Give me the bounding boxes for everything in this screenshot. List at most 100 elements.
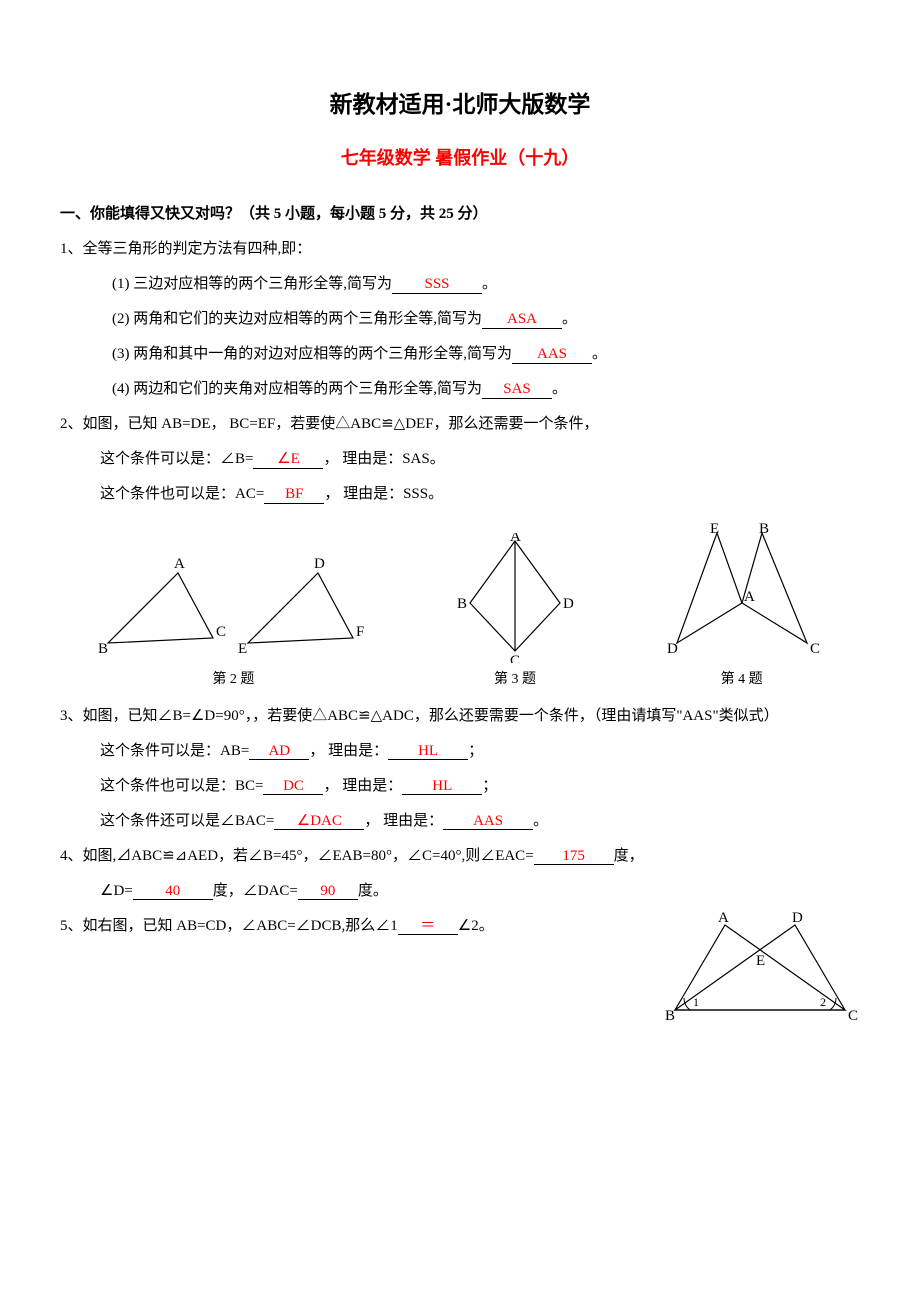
- q1-d-pre: (4) 两边和它们的夹角对应相等的两个三角形全等,简写为: [112, 381, 482, 397]
- kite-q3-icon: A B C D: [445, 533, 585, 663]
- q1-c-ans: AAS: [537, 346, 567, 362]
- q2-l2-pre: 这个条件也可以是：AC=: [100, 486, 264, 502]
- q3-l2-blank2: HL: [402, 778, 482, 796]
- q5-stem-pre: 5、如右图，已知 AB=CD，∠ABC=∠DCB,那么∠1: [60, 918, 398, 934]
- q3-l3-post: 。: [533, 813, 548, 829]
- svg-text:E: E: [710, 523, 719, 537]
- figure-q2-caption: 第 2 题: [98, 665, 368, 696]
- svg-text:C: C: [810, 641, 820, 657]
- q3-l1-pre: 这个条件可以是：AB=: [100, 743, 249, 759]
- q4-stem-blank: 175: [534, 848, 614, 866]
- section-1-head: 一、你能填得又快又对吗？（共 5 小题，每小题 5 分，共 25 分）: [60, 198, 860, 231]
- q3-l1-blank2: HL: [388, 743, 468, 761]
- q3-l2-ans: DC: [283, 778, 304, 794]
- figure-q4: E B A D C 第 4 题: [662, 523, 822, 696]
- q3-l2-ans2: HL: [432, 778, 452, 794]
- svg-text:B: B: [665, 1008, 675, 1020]
- q1-d: (4) 两边和它们的夹角对应相等的两个三角形全等,简写为SAS。: [60, 373, 860, 406]
- q4-l2-blank: 40: [133, 883, 213, 901]
- q3-l1-ans: AD: [268, 743, 290, 759]
- q1-c-blank: AAS: [512, 346, 592, 364]
- q3-l3-pre: 这个条件还可以是∠BAC=: [100, 813, 274, 829]
- svg-text:D: D: [667, 641, 678, 657]
- q3-l1-ans2: HL: [418, 743, 438, 759]
- q2-l1-blank: ∠E: [253, 451, 323, 469]
- svg-text:A: A: [510, 533, 521, 545]
- q1-d-blank: SAS: [482, 381, 552, 399]
- q4-stem: 4、如图,⊿ABC≌⊿AED，若∠B=45°，∠EAB=80°，∠C=40°,则…: [60, 840, 860, 873]
- q3-l3: 这个条件还可以是∠BAC= ∠DAC ， 理由是： AAS 。: [60, 805, 860, 838]
- q1-a: (1) 三边对应相等的两个三角形全等,简写为 SSS 。: [60, 268, 860, 301]
- q3-l3-blank: ∠DAC: [274, 813, 364, 831]
- svg-text:B: B: [457, 596, 467, 612]
- q1-b-blank: ASA: [482, 311, 562, 329]
- svg-text:B: B: [759, 523, 769, 537]
- svg-text:C: C: [848, 1008, 858, 1020]
- q2-stem: 2、如图，已知 AB=DE， BC=EF，若要使△ABC≌△DEF，那么还需要一…: [60, 408, 860, 441]
- q4-l2-ans2: 90: [320, 883, 335, 899]
- title-sub: 七年级数学 暑假作业（十九）: [60, 139, 860, 179]
- svg-text:A: A: [718, 910, 729, 926]
- svg-text:C: C: [510, 653, 520, 663]
- q2-l2-blank: BF: [264, 486, 324, 504]
- q3-l2-pre: 这个条件也可以是：BC=: [100, 778, 263, 794]
- q1-stem: 1、全等三角形的判定方法有四种,即：: [60, 233, 860, 266]
- title-main: 新教材适用·北师大版数学: [60, 80, 860, 131]
- q2-l1-pre: 这个条件可以是：∠B=: [100, 451, 253, 467]
- q4-l2-post: 度。: [358, 883, 388, 899]
- svg-text:A: A: [174, 556, 185, 572]
- triangles-q4-icon: E B A D C: [662, 523, 822, 663]
- q3-l3-ans2: AAS: [473, 813, 503, 829]
- figure-row: ABC DEF 第 2 题 AB CD 第 3 题 EB: [60, 523, 860, 696]
- q3-stem: 3、如图，已知∠B=∠D=90°，，若要使△ABC≌△ADC，那么还要需要一个条…: [60, 700, 860, 733]
- q4-l2-pre: ∠D=: [100, 883, 133, 899]
- q1-b-post: 。: [562, 311, 577, 327]
- q1-d-ans: SAS: [503, 381, 531, 397]
- q4-l2: ∠D=40度，∠DAC=90度。: [60, 875, 860, 908]
- triangles-q5-icon: AD E BC 12: [660, 910, 860, 1020]
- svg-text:A: A: [744, 589, 755, 605]
- q3-l3-blank2: AAS: [443, 813, 533, 831]
- q3-l1-blank: AD: [249, 743, 309, 761]
- q3-l2: 这个条件也可以是：BC=DC， 理由是：HL；: [60, 770, 860, 803]
- q5-stem-post: ∠2。: [458, 918, 494, 934]
- q1-c-pre: (3) 两角和其中一角的对边对应相等的两个三角形全等,简写为: [112, 346, 512, 362]
- svg-text:D: D: [563, 596, 574, 612]
- figure-q4-caption: 第 4 题: [662, 665, 822, 696]
- q2-l2-post: ， 理由是：SSS。: [324, 486, 443, 502]
- q5-stem-blank: ＝: [398, 918, 458, 936]
- q1-b-ans: ASA: [507, 311, 537, 327]
- figure-q5: AD E BC 12: [660, 910, 860, 1020]
- q2-l1-post: ， 理由是：SAS。: [323, 451, 444, 467]
- q2-l1-ans: ∠E: [277, 451, 300, 467]
- q1-c: (3) 两角和其中一角的对边对应相等的两个三角形全等,简写为AAS。: [60, 338, 860, 371]
- svg-text:E: E: [756, 953, 765, 969]
- svg-text:C: C: [216, 624, 226, 640]
- q3-l3-ans: ∠DAC: [297, 813, 342, 829]
- q1-a-blank: SSS: [392, 276, 482, 294]
- q2-l2: 这个条件也可以是：AC= BF ， 理由是：SSS。: [60, 478, 860, 511]
- q3-l3-mid: ， 理由是：: [364, 813, 443, 829]
- q5-stem-ans: ＝: [420, 918, 435, 934]
- svg-text:D: D: [314, 556, 325, 572]
- svg-text:2: 2: [820, 995, 826, 1009]
- q1-b-pre: (2) 两角和它们的夹边对应相等的两个三角形全等,简写为: [112, 311, 482, 327]
- svg-text:F: F: [356, 624, 364, 640]
- q4-stem-ans: 175: [562, 848, 585, 864]
- q3-l2-post: ；: [482, 778, 497, 794]
- q1-a-ans: SSS: [424, 276, 449, 292]
- triangle-q2-icon: ABC DEF: [98, 553, 368, 663]
- figure-q2: ABC DEF 第 2 题: [98, 553, 368, 696]
- q2-l2-ans: BF: [285, 486, 303, 502]
- q3-l1-mid: ， 理由是：: [309, 743, 388, 759]
- svg-text:E: E: [238, 641, 247, 657]
- q2-l1: 这个条件可以是：∠B= ∠E ， 理由是：SAS。: [60, 443, 860, 476]
- q1-a-pre: (1) 三边对应相等的两个三角形全等,简写为: [112, 276, 392, 292]
- q4-stem-post: 度，: [614, 848, 644, 864]
- q3-l2-blank: DC: [263, 778, 323, 796]
- q3-l1-post: ；: [468, 743, 483, 759]
- figure-q3: AB CD 第 3 题: [445, 533, 585, 696]
- q1-a-post: 。: [482, 276, 497, 292]
- q4-stem-pre: 4、如图,⊿ABC≌⊿AED，若∠B=45°，∠EAB=80°，∠C=40°,则…: [60, 848, 534, 864]
- q4-l2-blank2: 90: [298, 883, 358, 901]
